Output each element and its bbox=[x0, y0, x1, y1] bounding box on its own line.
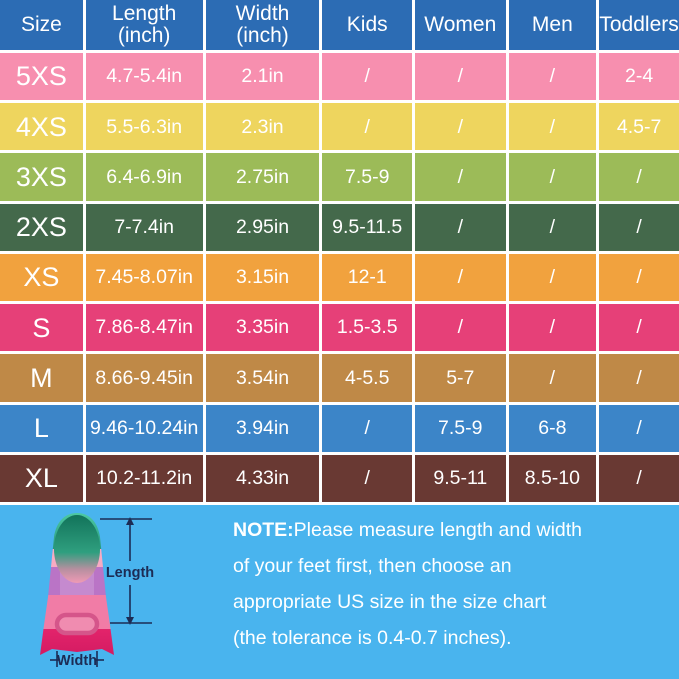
cell-men: / bbox=[508, 304, 597, 352]
length-label: Length bbox=[106, 565, 154, 581]
cell-length: 7.45-8.07in bbox=[85, 253, 203, 302]
note-text: NOTE:Please measure length and width of … bbox=[233, 512, 673, 656]
cell-men: / bbox=[508, 53, 597, 101]
cell-length: 10.2-11.2in bbox=[85, 454, 203, 502]
header-women: Women bbox=[415, 0, 506, 50]
cell-men: / bbox=[508, 354, 597, 402]
width-label: Width bbox=[57, 653, 97, 669]
size-table: Size Length (inch) Width (inch) Kids Women… bbox=[0, 0, 679, 505]
header-kids: Kids bbox=[322, 0, 413, 50]
cell-kids: / bbox=[322, 404, 413, 452]
cell-size: 2XS bbox=[0, 203, 83, 251]
cell-size: 5XS bbox=[0, 53, 83, 101]
cell-toddlers: / bbox=[599, 203, 679, 251]
cell-size: 3XS bbox=[0, 153, 83, 201]
cell-size: M bbox=[0, 354, 83, 402]
cell-size: S bbox=[0, 304, 83, 352]
cell-kids: 7.5-9 bbox=[322, 153, 413, 201]
cell-length: 8.66-9.45in bbox=[85, 354, 203, 402]
cell-length: 6.4-6.9in bbox=[85, 153, 203, 201]
fin-foot-pocket bbox=[54, 515, 100, 583]
cell-women: / bbox=[415, 253, 506, 302]
cell-toddlers: / bbox=[599, 454, 679, 502]
cell-length: 7-7.4in bbox=[85, 203, 203, 251]
cell-men: / bbox=[508, 153, 597, 201]
cell-toddlers: / bbox=[599, 253, 679, 302]
cell-women: / bbox=[415, 53, 506, 101]
cell-size: 4XS bbox=[0, 103, 83, 151]
cell-width: 2.3in bbox=[205, 103, 320, 151]
fin-heel-strap bbox=[54, 612, 100, 636]
cell-kids: 12-1 bbox=[322, 253, 413, 302]
cell-toddlers: / bbox=[599, 354, 679, 402]
cell-men: / bbox=[508, 253, 597, 302]
cell-width: 3.54in bbox=[205, 354, 320, 402]
cell-size: XL bbox=[0, 454, 83, 502]
cell-width: 3.94in bbox=[205, 404, 320, 452]
cell-length: 7.86-8.47in bbox=[85, 304, 203, 352]
cell-kids: 1.5-3.5 bbox=[322, 304, 413, 352]
length-arrow bbox=[100, 517, 152, 625]
cell-women: / bbox=[415, 304, 506, 352]
cell-size: L bbox=[0, 404, 83, 452]
cell-toddlers: / bbox=[599, 404, 679, 452]
cell-length: 5.5-6.3in bbox=[85, 103, 203, 151]
cell-width: 2.95in bbox=[205, 203, 320, 251]
width-arrow bbox=[50, 651, 104, 667]
cell-kids: 4-5.5 bbox=[322, 354, 413, 402]
cell-width: 3.35in bbox=[205, 304, 320, 352]
cell-men: 6-8 bbox=[508, 404, 597, 452]
cell-width: 2.1in bbox=[205, 53, 320, 101]
cell-men: 8.5-10 bbox=[508, 454, 597, 502]
cell-women: / bbox=[415, 203, 506, 251]
cell-width: 3.15in bbox=[205, 253, 320, 302]
footer-section: Length Width NOTE:Please measure length … bbox=[0, 505, 679, 679]
cell-women: 9.5-11 bbox=[415, 454, 506, 502]
header-size: Size bbox=[0, 0, 83, 50]
header-length: Length (inch) bbox=[85, 0, 203, 50]
cell-women: 5-7 bbox=[415, 354, 506, 402]
cell-length: 9.46-10.24in bbox=[85, 404, 203, 452]
note-line: (the tolerance is 0.4-0.7 inches). bbox=[233, 627, 512, 649]
cell-size: XS bbox=[0, 253, 83, 302]
cell-kids: / bbox=[322, 454, 413, 502]
header-toddlers: Toddlers bbox=[599, 0, 679, 50]
note-line: appropriate US size in the size chart bbox=[233, 591, 547, 613]
cell-women: 7.5-9 bbox=[415, 404, 506, 452]
header-width: Width (inch) bbox=[205, 0, 320, 50]
fin-illustration: Length Width bbox=[40, 513, 154, 669]
note-line: NOTE:Please measure length and width bbox=[233, 519, 583, 541]
cell-toddlers: / bbox=[599, 153, 679, 201]
cell-women: / bbox=[415, 103, 506, 151]
cell-width: 2.75in bbox=[205, 153, 320, 201]
cell-kids: / bbox=[322, 53, 413, 101]
cell-kids: 9.5-11.5 bbox=[322, 203, 413, 251]
note-line: of your feet first, then choose an bbox=[233, 555, 512, 577]
cell-men: / bbox=[508, 103, 597, 151]
cell-toddlers: 4.5-7 bbox=[599, 103, 679, 151]
cell-width: 4.33in bbox=[205, 454, 320, 502]
note-bold-label: NOTE: bbox=[233, 519, 294, 541]
cell-toddlers: / bbox=[599, 304, 679, 352]
cell-kids: / bbox=[322, 103, 413, 151]
cell-toddlers: 2-4 bbox=[599, 53, 679, 101]
cell-men: / bbox=[508, 203, 597, 251]
header-men: Men bbox=[508, 0, 597, 50]
cell-length: 4.7-5.4in bbox=[85, 53, 203, 101]
cell-women: / bbox=[415, 153, 506, 201]
